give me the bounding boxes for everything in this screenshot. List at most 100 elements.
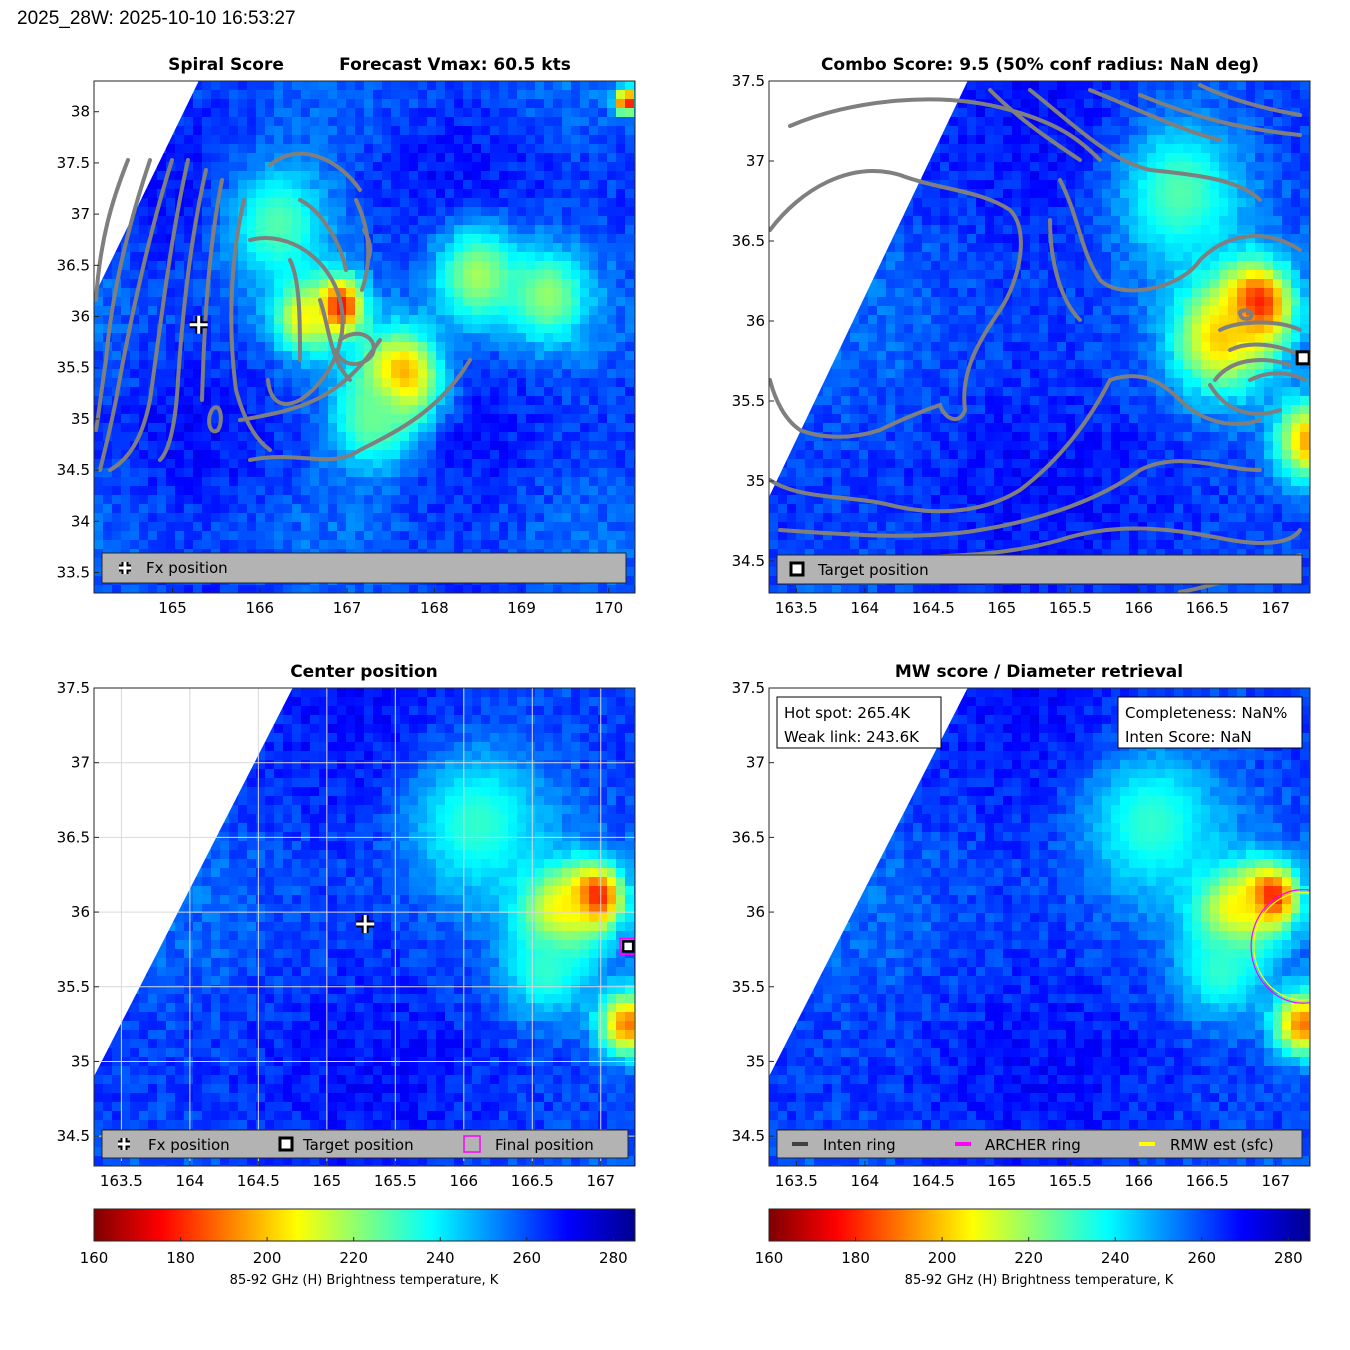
heatmap-cell	[274, 180, 284, 190]
heatmap-cell	[292, 495, 302, 505]
heatmap-cell	[571, 459, 581, 469]
heatmap-cell	[364, 585, 374, 593]
heatmap-cell	[571, 90, 581, 100]
heatmap-cell	[949, 144, 959, 154]
heatmap-cell	[463, 459, 473, 469]
heatmap-cell	[238, 270, 248, 280]
heatmap-cell	[454, 486, 464, 496]
heatmap-cell	[1273, 180, 1283, 190]
heatmap-cell	[301, 171, 311, 181]
heatmap-cell	[355, 468, 365, 478]
heatmap-cell	[499, 198, 509, 208]
heatmap-cell	[274, 144, 284, 154]
heatmap-cell	[1093, 144, 1103, 154]
heatmap-cell	[391, 540, 401, 550]
heatmap-cell	[499, 216, 509, 226]
heatmap-cell	[355, 396, 365, 406]
heatmap-cell	[319, 108, 329, 118]
heatmap-cell	[130, 279, 140, 289]
heatmap-cell	[166, 270, 176, 280]
heatmap-cell	[337, 144, 347, 154]
heatmap-cell	[1291, 225, 1301, 235]
heatmap-cell	[130, 585, 140, 593]
heatmap-cell	[391, 441, 401, 451]
heatmap-cell	[229, 234, 239, 244]
heatmap-cell	[211, 414, 221, 424]
heatmap-cell	[499, 306, 509, 316]
heatmap-cell	[292, 90, 302, 100]
heatmap-cell	[139, 288, 149, 298]
heatmap-cell	[517, 243, 527, 253]
heatmap-cell	[490, 486, 500, 496]
heatmap-cell	[157, 369, 167, 379]
heatmap-cell	[445, 108, 455, 118]
heatmap-cell	[598, 162, 608, 172]
heatmap-cell	[1228, 99, 1238, 109]
heatmap-cell	[283, 315, 293, 325]
heatmap-cell	[625, 369, 635, 379]
heatmap-cell	[886, 288, 896, 298]
heatmap-cell	[607, 450, 617, 460]
heatmap-cell	[220, 261, 230, 271]
heatmap-cell	[625, 540, 635, 550]
heatmap-cell	[319, 324, 329, 334]
heatmap-cell	[913, 207, 923, 217]
heatmap-cell	[616, 279, 626, 289]
heatmap-cell	[1003, 279, 1013, 289]
heatmap-cell	[616, 189, 626, 199]
heatmap-cell	[400, 279, 410, 289]
heatmap-cell	[1237, 90, 1247, 100]
heatmap-cell	[472, 351, 482, 361]
heatmap-cell	[490, 162, 500, 172]
heatmap-cell	[1165, 252, 1175, 262]
heatmap-cell	[1165, 207, 1175, 217]
heatmap-cell	[184, 243, 194, 253]
heatmap-cell	[1291, 207, 1301, 217]
heatmap-cell	[562, 513, 572, 523]
heatmap-cell	[1291, 180, 1301, 190]
heatmap-cell	[364, 117, 374, 127]
heatmap-cell	[382, 117, 392, 127]
heatmap-cell	[1255, 171, 1265, 181]
heatmap-cell	[373, 270, 383, 280]
heatmap-cell	[535, 288, 545, 298]
heatmap-cell	[409, 540, 419, 550]
heatmap-cell	[940, 207, 950, 217]
heatmap-cell	[931, 279, 941, 289]
heatmap-cell	[301, 216, 311, 226]
heatmap-cell	[1048, 279, 1058, 289]
heatmap-cell	[247, 99, 257, 109]
heatmap-cell	[1012, 126, 1022, 136]
heatmap-cell	[391, 459, 401, 469]
heatmap-cell	[1165, 81, 1175, 91]
heatmap-cell	[319, 396, 329, 406]
heatmap-cell	[940, 144, 950, 154]
heatmap-cell	[913, 198, 923, 208]
heatmap-cell	[1300, 117, 1310, 127]
heatmap-cell	[310, 135, 320, 145]
heatmap-cell	[1183, 216, 1193, 226]
heatmap-cell	[1210, 90, 1220, 100]
heatmap-cell	[1030, 198, 1040, 208]
heatmap-cell	[1291, 189, 1301, 199]
heatmap-cell	[184, 297, 194, 307]
heatmap-cell	[400, 162, 410, 172]
heatmap-cell	[589, 486, 599, 496]
heatmap-cell	[175, 261, 185, 271]
heatmap-cell	[517, 504, 527, 514]
spiral-plot-area	[94, 81, 635, 593]
heatmap-cell	[193, 180, 203, 190]
heatmap-cell	[319, 378, 329, 388]
heatmap-cell	[337, 450, 347, 460]
heatmap-cell	[238, 450, 248, 460]
heatmap-cell	[940, 279, 950, 289]
heatmap-cell	[274, 135, 284, 145]
heatmap-cell	[220, 243, 230, 253]
heatmap-cell	[931, 162, 941, 172]
heatmap-cell	[904, 252, 914, 262]
heatmap-cell	[220, 495, 230, 505]
heatmap-cell	[1138, 198, 1148, 208]
heatmap-cell	[148, 450, 158, 460]
heatmap-cell	[922, 225, 932, 235]
heatmap-cell	[544, 477, 554, 487]
